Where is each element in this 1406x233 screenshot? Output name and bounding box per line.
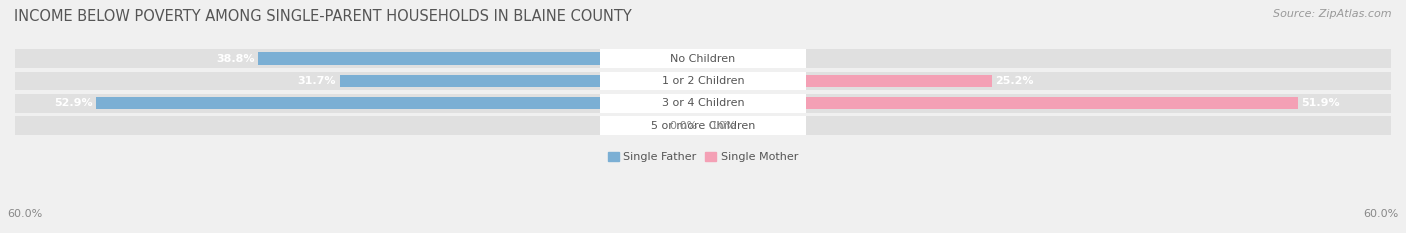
Text: 52.9%: 52.9%: [55, 98, 93, 108]
Text: 51.9%: 51.9%: [1302, 98, 1340, 108]
Bar: [703, 72, 1391, 90]
Text: 5 or more Children: 5 or more Children: [651, 120, 755, 130]
Text: 1 or 2 Children: 1 or 2 Children: [662, 76, 744, 86]
Text: 25.2%: 25.2%: [995, 76, 1033, 86]
Bar: [15, 49, 703, 68]
Bar: [703, 52, 768, 65]
Bar: [703, 97, 1298, 109]
Text: 5.7%: 5.7%: [772, 54, 803, 64]
Text: 0.0%: 0.0%: [669, 120, 697, 130]
Bar: [703, 49, 1391, 68]
Bar: [600, 116, 806, 135]
Bar: [600, 94, 806, 113]
Bar: [703, 75, 993, 87]
Bar: [15, 72, 703, 90]
Text: 38.8%: 38.8%: [217, 54, 254, 64]
Text: INCOME BELOW POVERTY AMONG SINGLE-PARENT HOUSEHOLDS IN BLAINE COUNTY: INCOME BELOW POVERTY AMONG SINGLE-PARENT…: [14, 9, 631, 24]
Bar: [703, 94, 1391, 113]
Bar: [259, 52, 703, 65]
Text: 3 or 4 Children: 3 or 4 Children: [662, 98, 744, 108]
Text: No Children: No Children: [671, 54, 735, 64]
Text: 60.0%: 60.0%: [7, 209, 42, 219]
Bar: [703, 116, 1391, 135]
Bar: [15, 94, 703, 113]
Legend: Single Father, Single Mother: Single Father, Single Mother: [603, 148, 803, 167]
Bar: [15, 116, 703, 135]
Text: 0.0%: 0.0%: [709, 120, 737, 130]
Text: 31.7%: 31.7%: [298, 76, 336, 86]
Text: 60.0%: 60.0%: [1364, 209, 1399, 219]
Bar: [600, 72, 806, 90]
Bar: [600, 49, 806, 68]
Text: Source: ZipAtlas.com: Source: ZipAtlas.com: [1274, 9, 1392, 19]
Bar: [97, 97, 703, 109]
Bar: [339, 75, 703, 87]
